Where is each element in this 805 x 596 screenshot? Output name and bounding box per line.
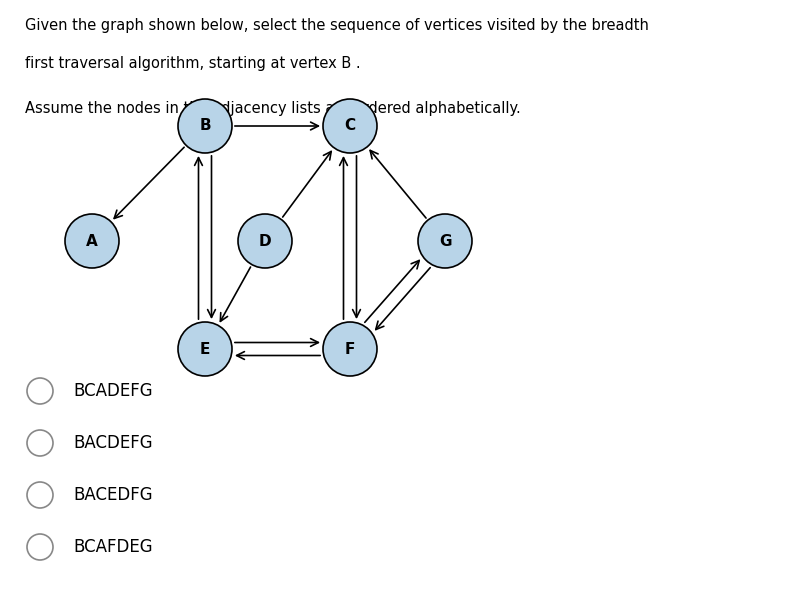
Text: E: E [200,342,210,356]
Circle shape [27,534,53,560]
Text: BACEDFG: BACEDFG [73,486,153,504]
Text: F: F [345,342,355,356]
Circle shape [27,430,53,456]
Circle shape [238,214,292,268]
Text: D: D [258,234,271,249]
Text: BCADEFG: BCADEFG [73,382,153,400]
Circle shape [323,322,377,376]
Text: first traversal algorithm, starting at vertex B .: first traversal algorithm, starting at v… [25,56,361,71]
Circle shape [27,482,53,508]
Circle shape [27,378,53,404]
Text: A: A [86,234,98,249]
Circle shape [178,99,232,153]
Text: G: G [439,234,452,249]
Text: C: C [345,119,356,134]
Text: BACDEFG: BACDEFG [73,434,153,452]
Text: Given the graph shown below, select the sequence of vertices visited by the brea: Given the graph shown below, select the … [25,18,649,33]
Text: Assume the nodes in the adjacency lists are ordered alphabetically.: Assume the nodes in the adjacency lists … [25,101,521,116]
Circle shape [418,214,472,268]
Text: BCAFDEG: BCAFDEG [73,538,153,556]
Circle shape [178,322,232,376]
Circle shape [323,99,377,153]
Circle shape [65,214,119,268]
Text: B: B [199,119,211,134]
